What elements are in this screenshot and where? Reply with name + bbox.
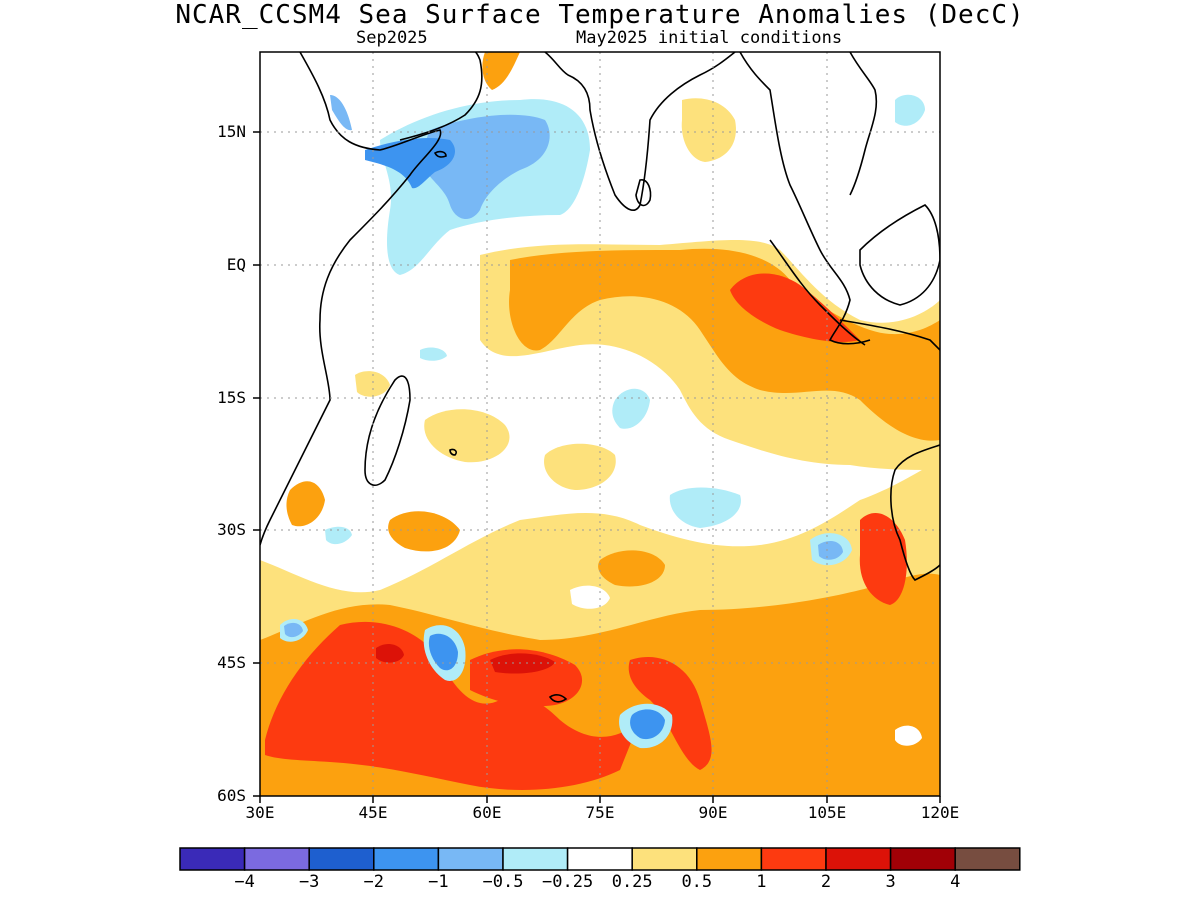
colorbar-swatch-4: [437, 847, 504, 871]
mauritius: [449, 448, 457, 456]
sri-lanka: [635, 179, 652, 207]
colorbar-swatch-0: [179, 847, 246, 871]
lon-label-120e: 120E: [920, 803, 960, 822]
colorbar-swatch-1: [243, 847, 310, 871]
field-blue-c: [818, 540, 843, 560]
india-coast: [544, 52, 736, 211]
colorbar-label-1: −3: [298, 872, 320, 892]
field-orange-e: [482, 52, 520, 90]
colorbar-swatch-12: [954, 847, 1021, 871]
colorbar-swatch-9: [760, 847, 827, 871]
field-red-sumatra: [730, 273, 860, 342]
lat-label-15s: 15S: [217, 388, 246, 407]
socotra: [433, 150, 447, 158]
lon-label-75e: 75E: [585, 803, 615, 822]
java-coast: [839, 319, 940, 351]
field-orange-b: [388, 511, 460, 552]
field-orange-d: [286, 481, 325, 527]
lon-label-30e: 30E: [245, 803, 275, 822]
colorbar-swatch-7: [631, 847, 698, 871]
australia-coast: [890, 444, 940, 581]
colorbar-swatch-5: [502, 847, 569, 871]
colorbar-label-9: 2: [820, 872, 832, 892]
field-orange-equatorial: [509, 248, 940, 441]
lon-label-45e: 45E: [358, 803, 388, 822]
field-darkred-patch: [490, 653, 555, 674]
gridlines: [260, 52, 940, 796]
field-blue-eddy-b: [630, 709, 665, 740]
field-blue-eddy-a: [428, 633, 458, 671]
colorbar: [179, 847, 1021, 871]
field-blue-coast: [330, 95, 352, 131]
forecast-month: Sep2025: [356, 28, 428, 48]
field-blue-arabian: [420, 114, 550, 220]
colorbar-label-10: 3: [885, 872, 896, 892]
kerguelen: [548, 694, 568, 703]
field-light-orange-d: [355, 371, 390, 397]
field-blue-eddy-c: [284, 622, 303, 638]
field-darkred-spot: [376, 644, 404, 663]
africa-coast: [260, 52, 442, 546]
colorbar-label-11: 4: [950, 872, 961, 892]
se-asia-coast: [849, 52, 878, 196]
madagascar: [364, 375, 411, 486]
lat-label-30s: 30S: [217, 520, 246, 539]
colorbar-label-5: −0.25: [542, 872, 594, 892]
field-darkblue-arabian: [365, 138, 455, 189]
lat-label-15n: 15N: [217, 122, 246, 141]
colorbar-swatch-6: [566, 847, 633, 871]
colorbar-swatch-10: [825, 847, 892, 871]
colorbar-label-0: −4: [234, 872, 255, 892]
field-cool-east-sea: [895, 94, 925, 126]
lat-label-eq: EQ: [226, 255, 246, 274]
colorbar-label-6: 0.25: [611, 872, 653, 892]
colorbar-label-8: 1: [756, 872, 767, 892]
field-orange-c: [598, 550, 665, 587]
field-cool-b: [669, 487, 741, 528]
field-cool-e: [325, 526, 352, 545]
colorbar-swatch-11: [889, 847, 956, 871]
colorbar-swatch-3: [373, 847, 440, 871]
field-red-tongue: [859, 512, 907, 605]
field-light-orange-b: [544, 443, 616, 490]
field-cool-a: [612, 388, 650, 429]
lat-label-60s: 60S: [217, 786, 246, 805]
colorbar-label-2: −2: [363, 872, 385, 892]
lon-label-105e: 105E: [807, 803, 847, 822]
colorbar-label-7: 0.5: [681, 872, 713, 892]
lon-label-90e: 90E: [698, 803, 728, 822]
arabia-coast: [399, 52, 483, 141]
lon-label-60e: 60E: [472, 803, 502, 822]
field-neutral-gap-b: [895, 725, 922, 746]
colorbar-swatch-2: [308, 847, 375, 871]
field-light-orange-a: [424, 409, 510, 463]
field-band-south-red: [265, 621, 640, 790]
sumatra-coast: [769, 239, 866, 346]
initial-conditions: May2025 initial conditions: [576, 28, 843, 48]
field-cool-d: [420, 347, 447, 361]
colorbar-swatch-8: [696, 847, 763, 871]
myanmar-coast: [739, 52, 871, 345]
axis-ticks: [253, 131, 941, 803]
anomaly-field: [260, 52, 940, 796]
lat-label-45s: 45S: [217, 653, 246, 672]
colorbar-label-3: −1: [428, 872, 449, 892]
colorbar-label-4: −0.5: [482, 872, 524, 892]
field-light-orange-c: [681, 98, 736, 162]
coastlines: [260, 52, 940, 703]
map-title: NCAR_CCSM4 Sea Surface Temperature Anoma…: [175, 0, 1025, 30]
